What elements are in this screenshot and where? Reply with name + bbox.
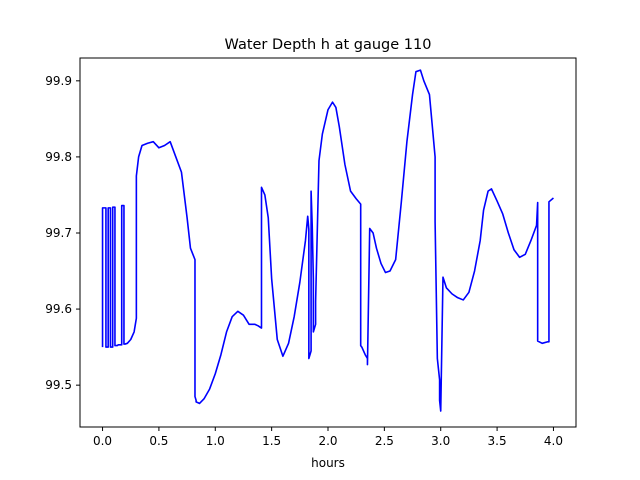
x-tick-label: 1.5 bbox=[262, 434, 281, 448]
y-tick-label: 99.8 bbox=[45, 150, 72, 164]
x-axis: 0.0 0.5 1.0 1.5 2.0 2.5 3.0 3.5 4.0 bbox=[93, 427, 563, 448]
series-line-0 bbox=[101, 69, 554, 412]
x-tick-label: 0.0 bbox=[93, 434, 112, 448]
x-tick-label: 1.0 bbox=[206, 434, 225, 448]
x-tick-label: 2.5 bbox=[375, 434, 394, 448]
x-axis-label: hours bbox=[311, 456, 345, 470]
x-tick-label: 2.0 bbox=[318, 434, 337, 448]
chart-title: Water Depth h at gauge 110 bbox=[225, 37, 432, 53]
x-tick-label: 3.0 bbox=[431, 434, 450, 448]
plot-area bbox=[101, 69, 554, 412]
x-tick-label: 0.5 bbox=[149, 434, 168, 448]
x-tick-label: 4.0 bbox=[544, 434, 563, 448]
x-tick-label: 3.5 bbox=[488, 434, 507, 448]
y-tick-label: 99.6 bbox=[45, 302, 72, 316]
y-axis: 99.5 99.6 99.7 99.8 99.9 bbox=[45, 74, 80, 392]
y-tick-label: 99.9 bbox=[45, 74, 72, 88]
y-tick-label: 99.5 bbox=[45, 378, 72, 392]
y-tick-label: 99.7 bbox=[45, 226, 72, 240]
